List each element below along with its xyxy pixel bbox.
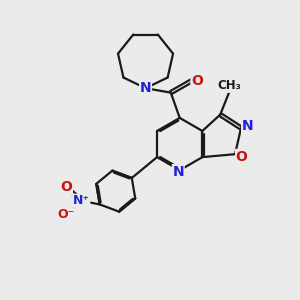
Text: N: N bbox=[172, 165, 184, 179]
Text: O: O bbox=[191, 74, 203, 88]
Text: CH₃: CH₃ bbox=[217, 79, 241, 92]
Text: N⁺: N⁺ bbox=[73, 194, 90, 207]
Text: O⁻: O⁻ bbox=[57, 208, 74, 221]
Text: O: O bbox=[236, 149, 248, 164]
Text: N: N bbox=[242, 118, 254, 133]
Text: N: N bbox=[140, 81, 152, 95]
Text: O: O bbox=[61, 180, 72, 194]
